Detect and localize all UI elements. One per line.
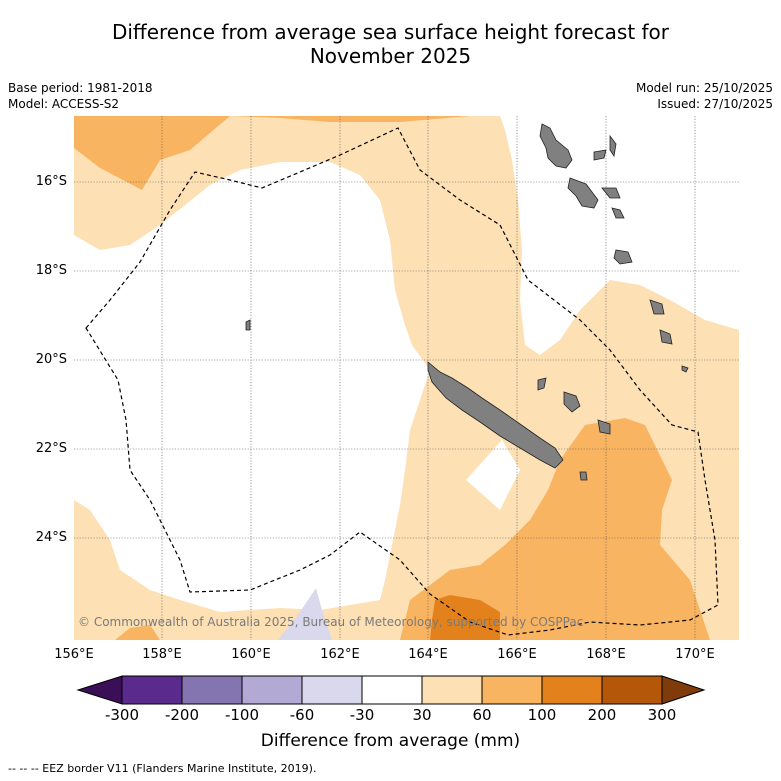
- small-island-4: [245, 319, 251, 331]
- anomaly-fill-60-100-north: [230, 116, 470, 122]
- colorbar-segment-9: [601, 675, 663, 705]
- vanuatu-island-3: [593, 149, 607, 161]
- model-name: Model: ACCESS-S2: [8, 97, 120, 111]
- colorbar-segment-4: [301, 675, 363, 705]
- loyalty-island-1: [649, 299, 665, 315]
- colorbar-tick-label: -30: [349, 706, 375, 724]
- lon-label: 164°E: [408, 647, 448, 662]
- colorbar-tick-label: -200: [164, 706, 200, 724]
- lon-label: 168°E: [586, 647, 626, 662]
- small-island-2: [681, 365, 689, 373]
- colorbar-segment-8: [541, 675, 603, 705]
- lon-label: 158°E: [142, 647, 182, 662]
- lon-label: 160°E: [231, 647, 271, 662]
- vanuatu-island-7: [613, 249, 633, 265]
- new-caledonia-island: [427, 361, 564, 469]
- meta-left: Base period: 1981-2018 Model: ACCESS-S2: [8, 80, 153, 112]
- anomaly-fill-60-100-southeast: [400, 418, 710, 640]
- small-island-1: [579, 471, 588, 481]
- lat-label: 20°S: [35, 352, 67, 367]
- colorbar-tick-label: 30: [412, 706, 432, 724]
- anomaly-fill-neutral-west: [74, 162, 430, 612]
- anomaly-fill-neutral-diamond: [466, 440, 520, 510]
- colorbar: [76, 675, 706, 705]
- vanuatu-island-6: [611, 207, 625, 219]
- colorbar-segment-7: [481, 675, 543, 705]
- lat-label: 16°S: [35, 174, 67, 189]
- colorbar-segment-6: [421, 675, 483, 705]
- colorbar-tick-label: -100: [224, 706, 260, 724]
- colorbar-segment-2: [181, 675, 243, 705]
- colorbar-tick-label: 100: [527, 706, 557, 724]
- gridlines: [74, 116, 739, 640]
- vanuatu-island-1: [539, 123, 573, 169]
- lat-label: 22°S: [35, 441, 67, 456]
- lon-label: 162°E: [320, 647, 360, 662]
- small-island-3: [537, 377, 547, 391]
- title-line-1: Difference from average sea surface heig…: [111, 20, 670, 44]
- lat-label: 18°S: [35, 263, 67, 278]
- colorbar-tick-label: -300: [104, 706, 140, 724]
- loyalty-island-2: [659, 329, 673, 345]
- issued-date: Issued: 27/10/2025: [657, 97, 773, 111]
- loyalty-island-4: [597, 419, 611, 435]
- anomaly-fill-60-100-southwest: [115, 625, 160, 640]
- lon-label: 166°E: [497, 647, 537, 662]
- base-period: Base period: 1981-2018: [8, 81, 153, 95]
- vanuatu-island-2: [567, 177, 599, 209]
- colorbar-segment-3: [241, 675, 303, 705]
- lon-label: 170°E: [675, 647, 715, 662]
- colorbar-segment-1: [121, 675, 183, 705]
- loyalty-island-3: [563, 391, 581, 413]
- land-masses: [245, 123, 689, 481]
- colorbar-extend-high: [661, 675, 706, 705]
- anomaly-fill-negative: [278, 588, 332, 640]
- anomaly-fill-60-100-northwest: [74, 116, 230, 190]
- colorbar-tick-label: -60: [289, 706, 315, 724]
- lat-label: 24°S: [35, 530, 67, 545]
- vanuatu-island-4: [609, 134, 617, 158]
- meta-right: Model run: 25/10/2025 Issued: 27/10/2025: [636, 80, 773, 112]
- vanuatu-island-5: [601, 187, 621, 199]
- colorbar-tick-label: 200: [587, 706, 617, 724]
- eez-border: [85, 127, 719, 636]
- map-title: Difference from average sea surface heig…: [0, 20, 781, 68]
- lon-label: 156°E: [54, 647, 94, 662]
- colorbar-title: Difference from average (mm): [260, 731, 521, 751]
- colorbar-segment-5: [361, 675, 423, 705]
- eez-legend-note: -- -- -- EEZ border V11 (Flanders Marine…: [8, 762, 317, 775]
- copyright-notice: © Commonwealth of Australia 2025, Bureau…: [78, 615, 584, 629]
- colorbar-extend-low: [76, 675, 123, 705]
- anomaly-fill-neutral-east: [500, 116, 739, 355]
- colorbar-tick-label: 60: [472, 706, 492, 724]
- title-line-2: November 2025: [309, 44, 472, 68]
- model-run: Model run: 25/10/2025: [635, 81, 773, 95]
- colorbar-tick-label: 300: [647, 706, 677, 724]
